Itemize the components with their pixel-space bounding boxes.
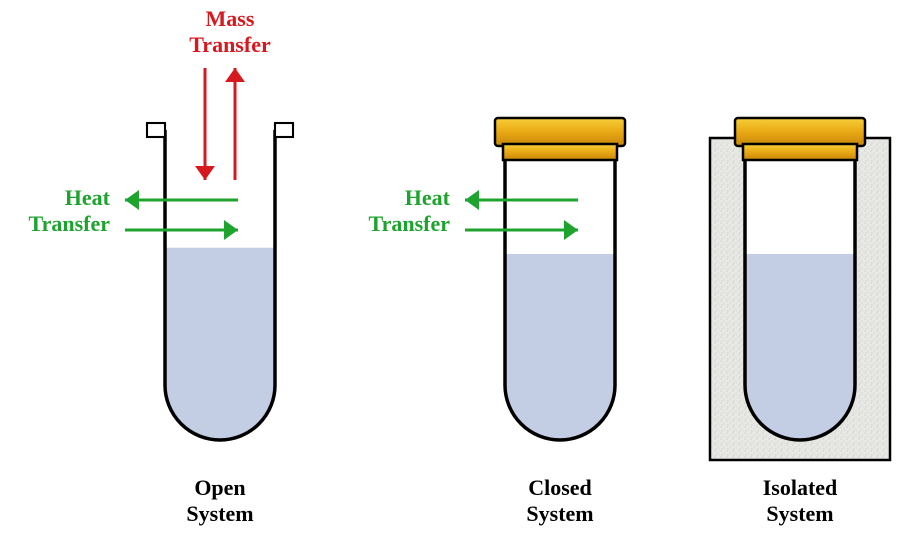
isolated-tube-cap-top [735, 118, 865, 146]
closed-tube-cap-top [495, 118, 625, 146]
mass-label-line1: Mass [150, 6, 310, 32]
isolated-tube-cap-neck [743, 144, 857, 160]
caption-open-line1: Open [120, 475, 320, 501]
diagram-canvas [0, 0, 917, 542]
closed-tube-cap-neck [503, 144, 617, 160]
mass-transfer-label: Mass Transfer [150, 6, 310, 58]
caption-isolated-line1: Isolated [700, 475, 900, 501]
closed-heat-arrow-out [465, 190, 578, 210]
open-tube-liquid [165, 248, 275, 440]
heat-label-closed-line2: Transfer [330, 211, 450, 237]
mass-arrow-down [195, 68, 215, 180]
mass-arrow-up [225, 68, 245, 180]
open-heat-arrow-out [125, 190, 238, 210]
heat-label-open-line1: Heat [0, 185, 110, 211]
open-tube-lip-left [147, 123, 165, 137]
caption-closed-line2: System [460, 501, 660, 527]
heat-transfer-label-closed: Heat Transfer [330, 185, 450, 237]
caption-closed-line1: Closed [460, 475, 660, 501]
closed-heat-arrow-in [465, 220, 578, 240]
heat-transfer-label-open: Heat Transfer [0, 185, 110, 237]
caption-isolated: Isolated System [700, 475, 900, 527]
caption-closed: Closed System [460, 475, 660, 527]
closed-tube-liquid [505, 254, 615, 440]
caption-open: Open System [120, 475, 320, 527]
caption-isolated-line2: System [700, 501, 900, 527]
isolated-tube-liquid [745, 254, 855, 440]
heat-label-closed-line1: Heat [330, 185, 450, 211]
open-tube-lip-right [275, 123, 293, 137]
open-heat-arrow-in [125, 220, 238, 240]
heat-label-open-line2: Transfer [0, 211, 110, 237]
caption-open-line2: System [120, 501, 320, 527]
mass-label-line2: Transfer [150, 32, 310, 58]
